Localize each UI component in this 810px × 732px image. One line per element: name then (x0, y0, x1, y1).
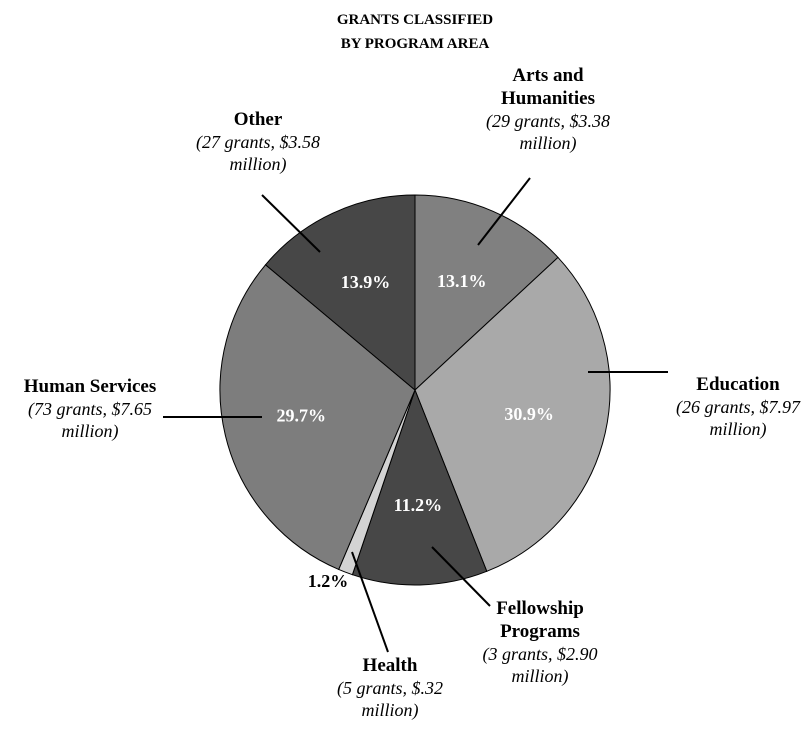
pie-slice (351, 388, 488, 586)
category-label: Human Services (23, 376, 157, 397)
leader-line (477, 177, 531, 246)
category-detail: (26 grants, $7.97 million) (675, 397, 800, 439)
leader-line (431, 546, 491, 607)
pie-slice (414, 194, 559, 392)
pie-slice (414, 256, 611, 572)
category-label: Education (696, 374, 780, 395)
slice-percent-label: 13.9% (341, 272, 391, 292)
category-label: Other (233, 109, 283, 130)
category-label: Fellowship Programs (496, 598, 584, 642)
category-detail: (3 grants, $2.90 million) (482, 644, 598, 686)
category-label: Health (362, 655, 418, 676)
pie-slice (264, 194, 416, 392)
leader-line (261, 194, 321, 253)
category-detail: (73 grants, $7.65 million) (27, 399, 152, 441)
category-detail: (29 grants, $3.38 million) (485, 111, 610, 153)
category-detail: (5 grants, $.32 million) (336, 678, 443, 720)
leader-line (351, 551, 389, 653)
category-detail: (27 grants, $3.58 million) (195, 132, 320, 174)
slice-percent-label: 29.7% (276, 405, 326, 425)
chart-title: GRANTS CLASSIFIED BY PROGRAM AREA (336, 12, 494, 52)
pie-slice (219, 264, 416, 571)
slice-percent-label: 13.1% (437, 271, 487, 291)
slice-percent-label: 1.2% (308, 571, 349, 591)
slice-percent-label: 11.2% (394, 495, 443, 515)
slice-percent-label: 30.9% (504, 404, 554, 424)
category-label: Arts and Humanities (501, 65, 595, 109)
